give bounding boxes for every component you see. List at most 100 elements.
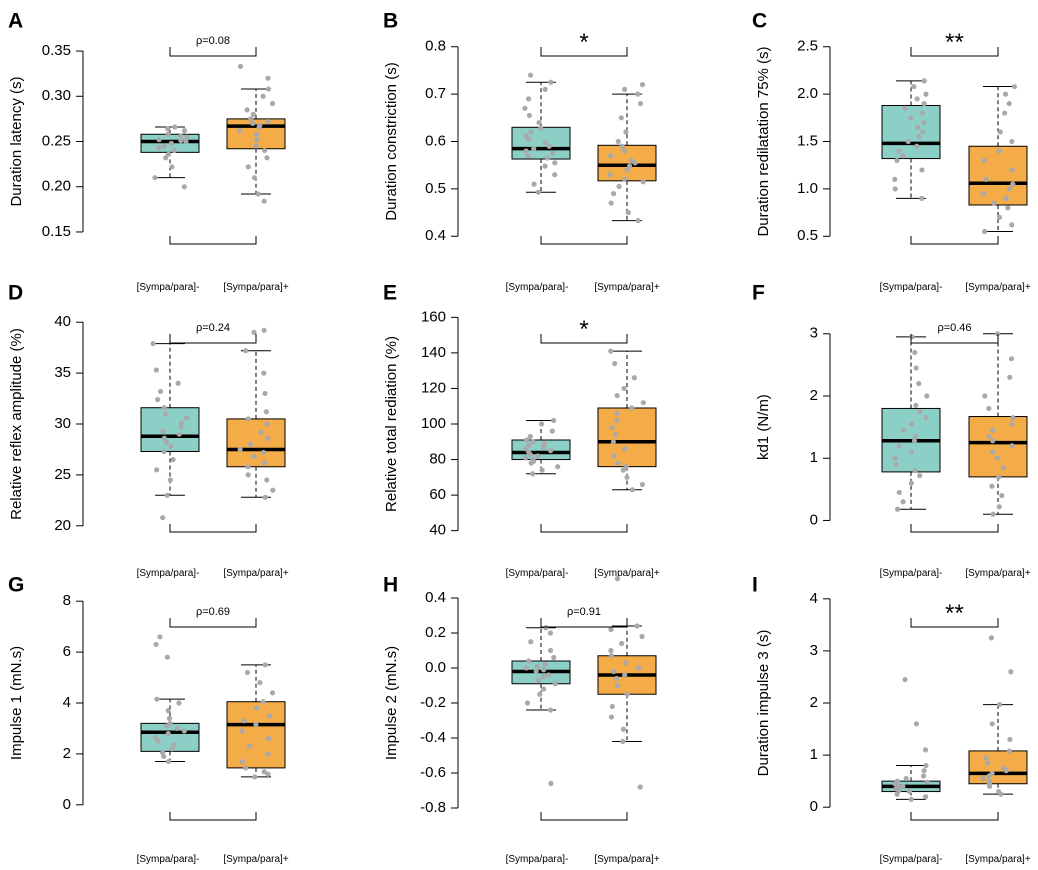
- data-point: [150, 340, 156, 347]
- data-point: [526, 442, 532, 448]
- data-point: [911, 83, 917, 90]
- data-point: [269, 100, 276, 107]
- data-point: [982, 393, 988, 399]
- y-tick-label: 0.30: [42, 87, 71, 104]
- category-label: [Sympa/para]-: [137, 568, 200, 579]
- data-point: [555, 464, 561, 470]
- data-point: [546, 143, 552, 149]
- data-point: [607, 172, 613, 178]
- data-point: [530, 471, 536, 477]
- data-point: [156, 137, 162, 143]
- data-point: [921, 100, 927, 107]
- data-point: [989, 770, 995, 776]
- box-sympa-para-minus: [881, 80, 941, 199]
- data-point: [983, 176, 989, 183]
- significance-bracket: [910, 334, 999, 344]
- data-point: [913, 402, 919, 408]
- y-tick-label: 2: [63, 745, 71, 762]
- data-point: [1002, 91, 1009, 97]
- data-point: [156, 145, 162, 151]
- iqr-box: [881, 104, 941, 160]
- significance-bracket: [169, 334, 257, 344]
- data-point: [155, 396, 161, 403]
- data-point: [270, 487, 276, 493]
- y-tick-label: 0.0: [425, 659, 446, 676]
- data-point: [1002, 110, 1008, 116]
- data-point: [919, 110, 926, 116]
- y-tick-label: 3: [810, 642, 818, 659]
- panel-f: F 0 1 2 3 kd1 (N/m) ρ=0.46 [Sympa/para]- [Sympa/…: [752, 282, 1031, 579]
- y-axis-title: Duration latency (s): [8, 76, 25, 206]
- iqr-box: [968, 750, 1028, 785]
- data-point: [996, 504, 1002, 510]
- data-point: [896, 443, 902, 449]
- data-point: [246, 743, 253, 749]
- data-point: [892, 455, 898, 461]
- data-point: [923, 415, 929, 421]
- data-point: [639, 481, 646, 488]
- data-point: [531, 181, 537, 187]
- data-point: [251, 453, 257, 460]
- data-point: [161, 405, 167, 411]
- data-point: [620, 726, 627, 732]
- data-point: [982, 228, 988, 235]
- data-point: [245, 164, 251, 170]
- data-point: [264, 477, 270, 483]
- data-point: [176, 431, 182, 437]
- data-point: [920, 129, 926, 135]
- data-point: [914, 143, 920, 149]
- data-point: [258, 429, 264, 435]
- data-point: [265, 75, 271, 81]
- data-point: [526, 449, 532, 456]
- y-tick-label: 25: [54, 466, 71, 483]
- data-point: [245, 472, 251, 478]
- data-point: [265, 435, 271, 441]
- category-label: [Sympa/para]+: [965, 282, 1030, 293]
- data-point: [905, 138, 911, 145]
- data-point: [1008, 356, 1015, 362]
- data-point: [533, 668, 539, 675]
- data-point: [623, 129, 629, 135]
- y-tick-label: 120: [421, 379, 446, 396]
- data-point: [152, 734, 158, 740]
- data-point: [920, 773, 927, 779]
- y-axis-title: Relative total rediation (%): [383, 336, 400, 512]
- data-point: [637, 784, 643, 790]
- data-point: [621, 176, 628, 183]
- data-point: [175, 380, 181, 386]
- box-sympa-para-plus: [597, 350, 657, 491]
- data-point: [261, 147, 268, 154]
- panel-c: C 0.5 1.0 1.5 2.0 2.5 Duration redilatation 75…: [752, 10, 1031, 293]
- data-point: [983, 755, 989, 761]
- significance-label: ρ=0.91: [567, 606, 601, 618]
- iqr-box: [968, 416, 1028, 478]
- data-point: [165, 730, 171, 737]
- x-axis-line: [910, 812, 999, 821]
- iqr-box: [597, 407, 657, 468]
- data-point: [548, 780, 554, 787]
- data-point: [163, 411, 169, 417]
- data-point: [254, 705, 260, 711]
- data-point: [164, 492, 170, 498]
- data-point: [523, 446, 529, 452]
- data-point: [547, 630, 554, 636]
- y-tick-label: 80: [429, 451, 446, 468]
- data-point: [980, 775, 986, 782]
- data-point: [523, 133, 529, 139]
- y-tick-label: 0.8: [425, 38, 446, 55]
- data-point: [552, 160, 558, 166]
- box-sympa-para-minus: [511, 627, 571, 711]
- panel-letter: D: [8, 282, 23, 305]
- data-point: [262, 494, 268, 500]
- iqr-box: [226, 418, 286, 468]
- data-point: [894, 157, 900, 164]
- data-point: [623, 464, 629, 470]
- data-point: [618, 115, 624, 121]
- panel-letter: G: [8, 574, 24, 597]
- data-point: [986, 405, 992, 412]
- data-point: [999, 492, 1005, 499]
- y-tick-label: -0.2: [420, 694, 446, 711]
- category-label: [Sympa/para]+: [223, 568, 288, 579]
- data-point: [260, 449, 267, 456]
